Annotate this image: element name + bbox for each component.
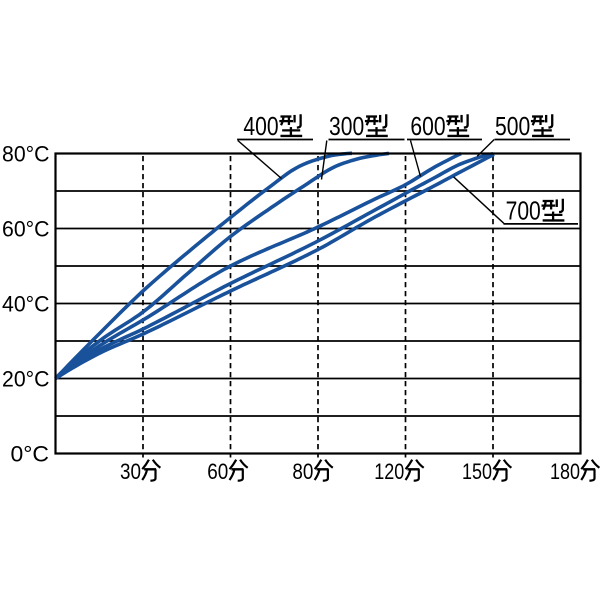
svg-text:60: 60 [207,459,228,484]
svg-text:700: 700 [506,196,541,226]
svg-text:0°C: 0°C [11,442,50,467]
svg-text:120: 120 [374,459,404,484]
svg-text:30: 30 [120,459,141,484]
svg-text:80°C: 80°C [2,142,50,167]
svg-text:400: 400 [243,111,278,141]
svg-text:40°C: 40°C [2,292,50,317]
svg-text:300: 300 [329,111,364,141]
svg-text:80: 80 [292,459,313,484]
svg-text:150: 150 [462,459,492,484]
svg-text:20°C: 20°C [2,367,50,392]
svg-text:60°C: 60°C [2,217,50,242]
svg-text:500: 500 [495,111,530,141]
svg-text:600: 600 [410,111,445,141]
svg-text:180: 180 [550,459,580,484]
